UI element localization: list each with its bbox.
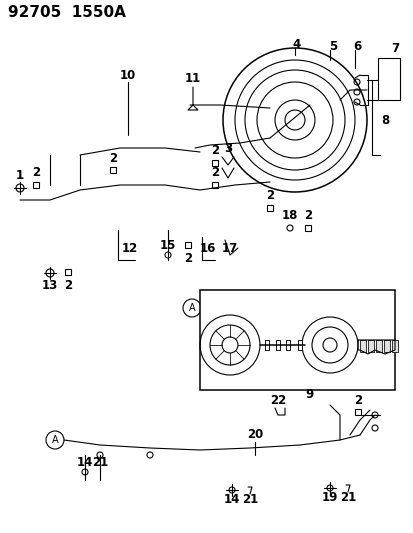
- Bar: [285, 340, 289, 350]
- Text: A: A: [188, 303, 195, 313]
- Bar: [304, 225, 310, 231]
- Bar: [211, 160, 218, 166]
- Text: 2: 2: [109, 151, 117, 165]
- Text: 19: 19: [321, 491, 337, 505]
- Text: 7: 7: [390, 42, 398, 54]
- Text: 18: 18: [281, 208, 297, 222]
- Bar: [65, 269, 71, 275]
- Text: 16: 16: [199, 241, 216, 254]
- Text: 14: 14: [77, 456, 93, 469]
- Text: 2: 2: [303, 208, 311, 222]
- Bar: [383, 340, 389, 352]
- Bar: [375, 340, 381, 352]
- Text: 3: 3: [223, 141, 232, 155]
- Bar: [199, 290, 394, 390]
- Text: 2: 2: [353, 393, 361, 407]
- Text: 22: 22: [269, 393, 285, 407]
- Text: 2: 2: [183, 252, 192, 264]
- Text: 8: 8: [380, 114, 388, 126]
- Text: 15: 15: [159, 238, 176, 252]
- Bar: [33, 182, 39, 188]
- Text: 12: 12: [121, 241, 138, 254]
- Text: 2: 2: [211, 166, 218, 179]
- Bar: [266, 205, 272, 211]
- Text: 13: 13: [42, 279, 58, 292]
- Text: A: A: [52, 435, 58, 445]
- Bar: [264, 340, 268, 350]
- Bar: [297, 340, 301, 350]
- Bar: [211, 182, 218, 188]
- Text: 2: 2: [64, 279, 72, 292]
- Text: 17: 17: [221, 241, 237, 254]
- Text: 2: 2: [32, 166, 40, 179]
- Text: 21: 21: [92, 456, 108, 469]
- Bar: [275, 340, 279, 350]
- Text: 10: 10: [120, 69, 136, 82]
- Bar: [354, 409, 360, 415]
- Text: 2: 2: [211, 143, 218, 157]
- Bar: [367, 340, 373, 352]
- Text: 21: 21: [241, 494, 257, 506]
- Bar: [391, 340, 397, 352]
- Bar: [359, 340, 365, 352]
- Text: 1: 1: [16, 168, 24, 182]
- Text: 9: 9: [305, 389, 313, 401]
- Text: 11: 11: [185, 71, 201, 85]
- Text: 6: 6: [352, 39, 360, 52]
- Text: 4: 4: [292, 37, 300, 51]
- Text: 20: 20: [246, 429, 263, 441]
- Text: 2: 2: [265, 189, 273, 201]
- Text: 92705  1550A: 92705 1550A: [8, 4, 126, 20]
- Text: 5: 5: [328, 39, 336, 52]
- Text: 14: 14: [223, 494, 240, 506]
- Bar: [110, 167, 116, 173]
- Bar: [185, 242, 190, 248]
- Text: 21: 21: [339, 491, 355, 505]
